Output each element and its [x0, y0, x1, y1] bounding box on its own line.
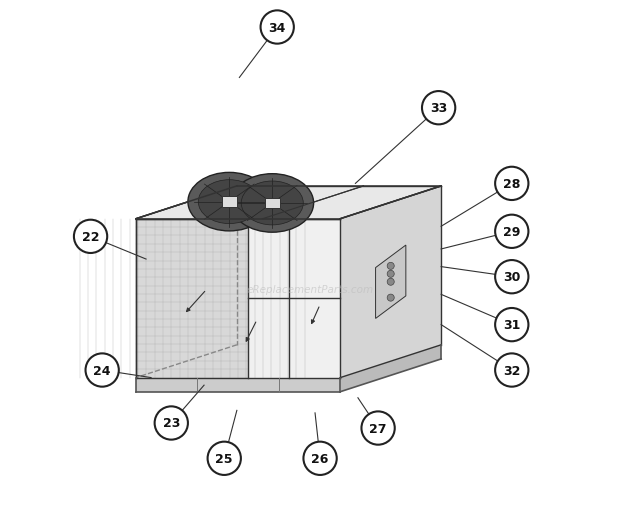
Text: 34: 34 [268, 21, 286, 35]
Polygon shape [340, 186, 441, 378]
Text: 26: 26 [311, 452, 329, 465]
Circle shape [387, 263, 394, 270]
Text: 27: 27 [370, 421, 387, 435]
Circle shape [387, 295, 394, 301]
FancyBboxPatch shape [265, 199, 280, 209]
Circle shape [387, 271, 394, 278]
Circle shape [422, 92, 455, 125]
Circle shape [208, 442, 241, 475]
Ellipse shape [188, 173, 271, 232]
Circle shape [495, 167, 528, 201]
Circle shape [303, 442, 337, 475]
Polygon shape [136, 186, 237, 378]
Text: 29: 29 [503, 225, 520, 238]
Text: 30: 30 [503, 271, 520, 284]
Circle shape [86, 354, 119, 387]
Text: 23: 23 [162, 417, 180, 430]
Text: 24: 24 [94, 364, 111, 377]
Circle shape [260, 11, 294, 45]
Ellipse shape [198, 180, 260, 224]
Polygon shape [136, 219, 249, 378]
Circle shape [495, 215, 528, 248]
Ellipse shape [241, 182, 303, 225]
Polygon shape [136, 378, 340, 392]
Text: 25: 25 [216, 452, 233, 465]
Polygon shape [136, 186, 441, 219]
Circle shape [495, 308, 528, 342]
Polygon shape [340, 345, 441, 392]
Text: 31: 31 [503, 319, 520, 331]
Circle shape [74, 220, 107, 253]
Circle shape [361, 412, 395, 445]
Text: 28: 28 [503, 178, 520, 190]
Text: eReplacementParts.com: eReplacementParts.com [246, 285, 374, 295]
Text: 33: 33 [430, 102, 447, 115]
Polygon shape [376, 245, 406, 319]
Circle shape [154, 407, 188, 440]
Ellipse shape [231, 175, 314, 233]
FancyBboxPatch shape [222, 197, 237, 208]
Circle shape [495, 354, 528, 387]
Text: 22: 22 [82, 231, 99, 243]
Circle shape [387, 278, 394, 286]
Text: 32: 32 [503, 364, 520, 377]
Circle shape [495, 261, 528, 294]
Polygon shape [136, 219, 340, 378]
